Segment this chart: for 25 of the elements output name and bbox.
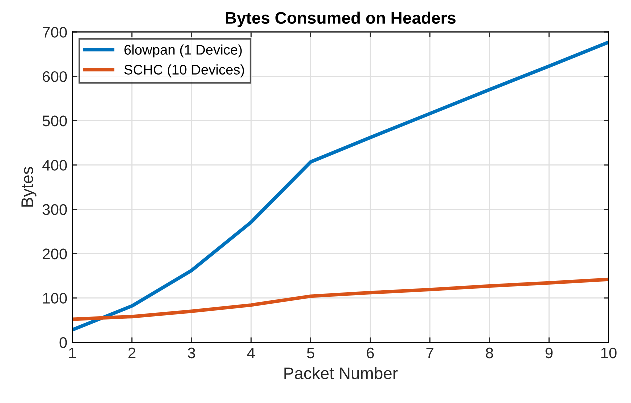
x-tick-label: 1 bbox=[69, 348, 76, 358]
x-tick-label: 2 bbox=[128, 348, 136, 358]
y-tick-label: 0 bbox=[60, 337, 68, 348]
y-tick-label: 400 bbox=[42, 160, 68, 171]
y-tick-label: 700 bbox=[43, 27, 68, 38]
x-tick-label: 8 bbox=[486, 348, 494, 359]
y-tick-label: 300 bbox=[42, 204, 68, 216]
x-tick-label: 9 bbox=[546, 348, 553, 359]
x-tick-label: 3 bbox=[188, 348, 196, 359]
y-tick-label: 600 bbox=[42, 71, 68, 82]
y-axis-title: Bytes bbox=[22, 167, 37, 207]
y-tick-label: 200 bbox=[42, 248, 68, 260]
x-axis-title: Packet Number bbox=[284, 367, 398, 380]
line-series bbox=[72, 278, 609, 322]
legend-label: SCHC (10 Devices) bbox=[124, 64, 244, 78]
chart-title: Bytes Consumed on Headers bbox=[226, 12, 456, 28]
line-series bbox=[72, 40, 609, 332]
y-tick-label: 100 bbox=[43, 293, 68, 304]
x-tick-label: 5 bbox=[307, 348, 315, 359]
x-tick-label: 4 bbox=[247, 348, 256, 358]
x-tick-label: 10 bbox=[602, 348, 617, 359]
x-tick-label: 7 bbox=[426, 348, 434, 358]
y-tick-label: 500 bbox=[42, 116, 68, 127]
legend-label: 6lowpan (1 Device) bbox=[124, 44, 242, 58]
x-tick-label: 6 bbox=[367, 348, 374, 359]
